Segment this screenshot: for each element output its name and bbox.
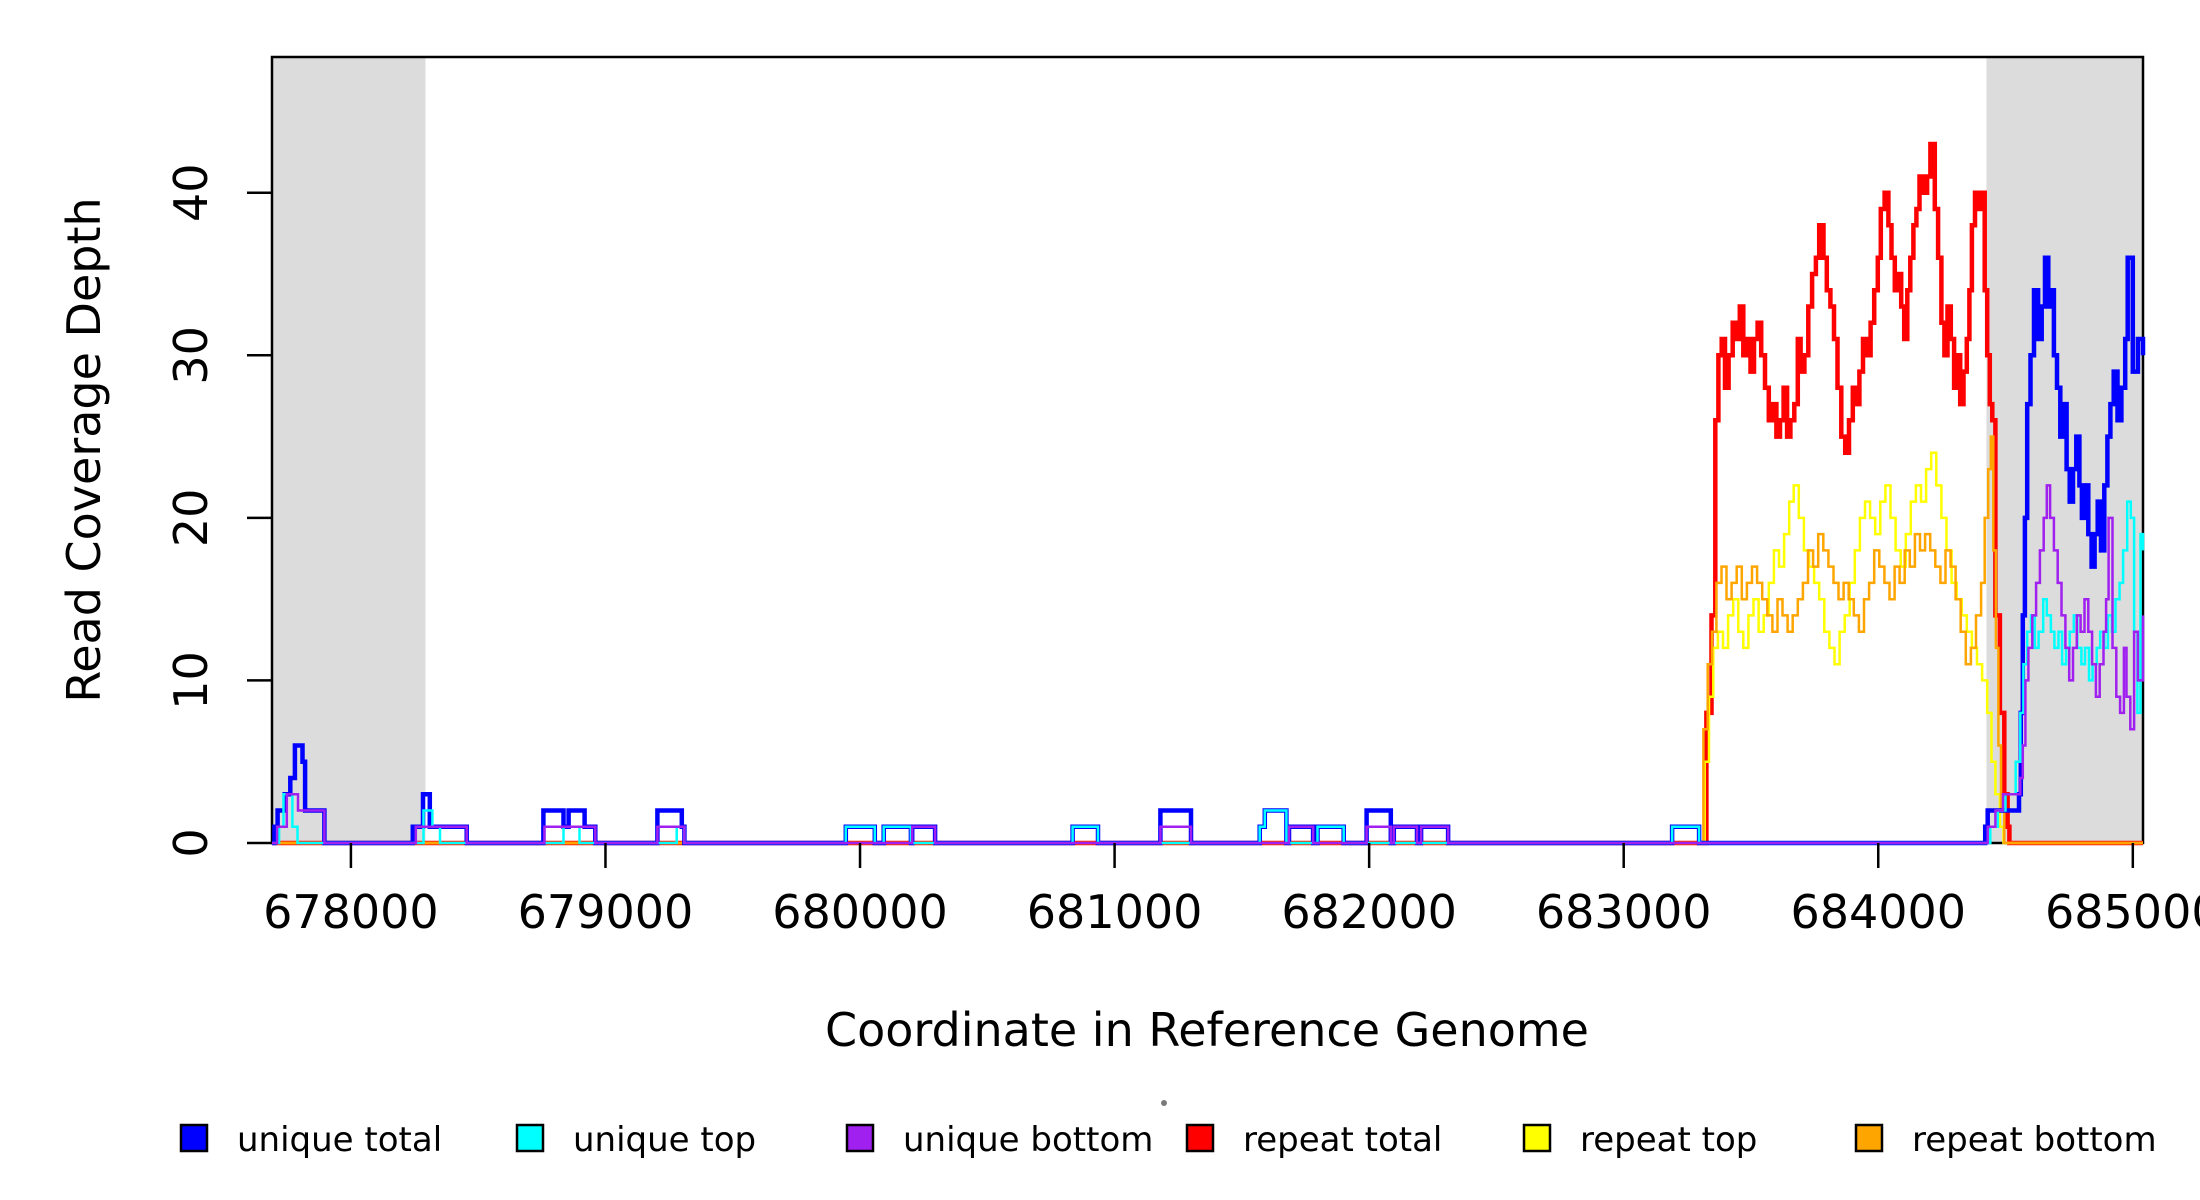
- legend-item: repeat top: [1522, 1120, 1757, 1160]
- x-axis-title: Coordinate in Reference Genome: [825, 1003, 1589, 1057]
- series-path-repeat-total: [272, 141, 2143, 846]
- legend-label: unique total: [237, 1120, 442, 1160]
- legend-label: repeat bottom: [1912, 1120, 2157, 1160]
- stray-dot: [1161, 1100, 1167, 1106]
- y-tick-label: 0: [164, 828, 218, 857]
- y-axis: 0 10 20 30 40: [164, 163, 272, 858]
- x-tick-label: 682000: [1281, 885, 1457, 939]
- y-tick-label: 30: [164, 326, 218, 385]
- x-tick-label: 678000: [263, 885, 439, 939]
- shaded-region: [272, 57, 426, 843]
- x-tick-label: 683000: [1536, 885, 1712, 939]
- legend-item: unique bottom: [845, 1120, 1153, 1160]
- x-tick-label: 679000: [518, 885, 694, 939]
- x-axis: 678000 679000 680000 681000 682000 683000 6840…: [263, 843, 2200, 939]
- shaded-regions: [272, 57, 2143, 843]
- plot-border: [270, 55, 2145, 845]
- legend-label: repeat total: [1243, 1120, 1442, 1160]
- y-axis-title: Read Coverage Depth: [57, 197, 111, 702]
- series-path-unique-top: [272, 500, 2145, 845]
- y-tick-label: 10: [164, 651, 218, 710]
- series-lines: [272, 141, 2146, 846]
- legend-item: repeat total: [1185, 1120, 1442, 1160]
- series-path-unique-bottom: [272, 484, 2145, 845]
- legend: unique total unique top unique bottom re…: [179, 1120, 2157, 1160]
- legend-label: repeat top: [1580, 1120, 1757, 1160]
- y-tick-label: 40: [164, 163, 218, 222]
- legend-label: unique bottom: [903, 1120, 1153, 1160]
- y-tick-label: 20: [164, 489, 218, 548]
- x-tick-label: 681000: [1027, 885, 1203, 939]
- series-path-repeat-bottom: [272, 435, 2143, 845]
- legend-item: repeat bottom: [1854, 1120, 2157, 1160]
- x-tick-label: 680000: [772, 885, 948, 939]
- series-path-repeat-top: [272, 451, 2143, 845]
- legend-item: unique total: [179, 1120, 442, 1160]
- x-tick-label: 684000: [1790, 885, 1966, 939]
- legend-label: unique top: [573, 1120, 756, 1160]
- legend-item: unique top: [515, 1120, 756, 1160]
